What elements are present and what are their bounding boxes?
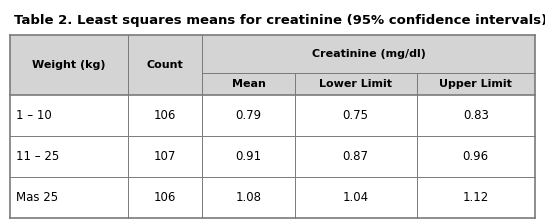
Text: 1 – 10: 1 – 10 [16, 109, 52, 122]
Text: Lower Limit: Lower Limit [319, 79, 392, 89]
Text: 1.08: 1.08 [235, 191, 262, 204]
Bar [10, 177, 535, 218]
Text: 107: 107 [154, 150, 177, 163]
Bar [10, 35, 535, 73]
Text: Weight (kg): Weight (kg) [33, 60, 106, 70]
Text: 0.75: 0.75 [343, 109, 369, 122]
Text: 1.12: 1.12 [463, 191, 489, 204]
Text: Mean: Mean [232, 79, 265, 89]
Text: 106: 106 [154, 109, 177, 122]
Text: 0.79: 0.79 [235, 109, 262, 122]
Text: Upper Limit: Upper Limit [439, 79, 512, 89]
Bar [10, 73, 535, 95]
Text: 0.96: 0.96 [463, 150, 489, 163]
Text: Creatinine (mg/dl): Creatinine (mg/dl) [312, 49, 426, 59]
Text: 106: 106 [154, 191, 177, 204]
Text: Table 2. Least squares means for creatinine (95% confidence intervals): Table 2. Least squares means for creatin… [14, 14, 545, 27]
Text: 11 – 25: 11 – 25 [16, 150, 59, 163]
Text: 1.04: 1.04 [343, 191, 369, 204]
Text: 0.83: 0.83 [463, 109, 489, 122]
Bar [10, 95, 535, 136]
Text: 0.91: 0.91 [235, 150, 262, 163]
Text: Count: Count [147, 60, 184, 70]
Bar [10, 136, 535, 177]
Text: 0.87: 0.87 [343, 150, 369, 163]
Text: Mas 25: Mas 25 [16, 191, 58, 204]
